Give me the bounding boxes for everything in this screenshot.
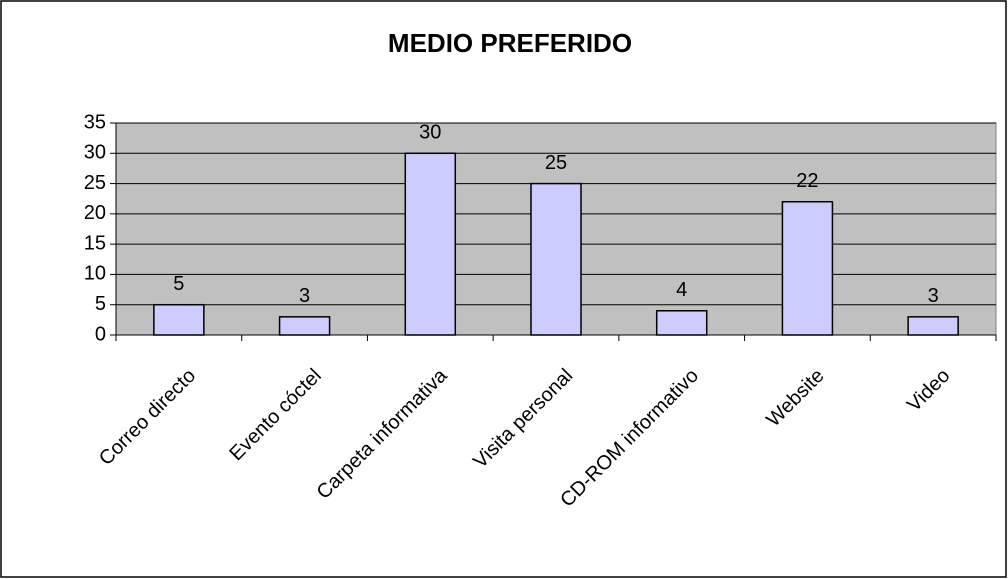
data-label: 3 xyxy=(928,285,939,307)
y-tick-label: 10 xyxy=(84,263,106,285)
y-tick-label: 15 xyxy=(84,232,106,254)
data-label: 22 xyxy=(796,170,818,192)
y-tick-label: 20 xyxy=(84,202,106,224)
y-tick-label: 25 xyxy=(84,172,106,194)
bar xyxy=(404,152,457,336)
data-label: 25 xyxy=(545,152,567,174)
y-tick-label: 5 xyxy=(95,293,106,315)
bar xyxy=(530,182,582,336)
chart-title: MEDIO PREFERIDO xyxy=(388,28,632,58)
data-label: 5 xyxy=(173,273,184,295)
data-label: 4 xyxy=(676,279,687,301)
y-tick-label: 30 xyxy=(84,142,106,164)
y-tick-label: 35 xyxy=(84,111,106,133)
bar xyxy=(655,310,708,336)
bar xyxy=(153,303,205,336)
data-label: 30 xyxy=(419,122,441,144)
data-label: 3 xyxy=(299,285,310,307)
bar xyxy=(907,316,959,336)
bar xyxy=(278,316,331,336)
bar xyxy=(781,200,834,336)
y-tick-label: 0 xyxy=(95,323,106,345)
